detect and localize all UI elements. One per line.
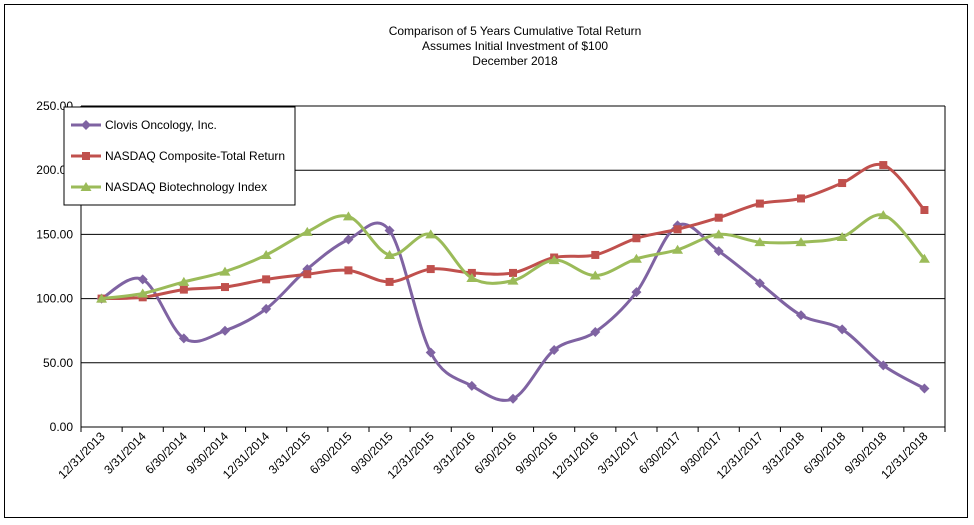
data-point bbox=[508, 393, 518, 404]
x-tick-label: 12/31/2013 bbox=[55, 429, 108, 482]
data-point bbox=[137, 288, 149, 298]
data-point bbox=[466, 380, 477, 391]
data-point bbox=[672, 244, 684, 254]
y-tick-label: 150.00 bbox=[36, 227, 73, 241]
data-point bbox=[344, 266, 353, 275]
x-tick-label: 6/30/2014 bbox=[142, 429, 190, 477]
data-point bbox=[713, 229, 725, 239]
data-point bbox=[878, 360, 889, 371]
data-point bbox=[262, 275, 271, 284]
data-point bbox=[673, 225, 682, 234]
chart-title-line-1: Comparison of 5 Years Cumulative Total R… bbox=[389, 24, 642, 38]
x-tick-label: 3/31/2015 bbox=[266, 429, 314, 477]
x-tick-label: 3/31/2018 bbox=[759, 429, 807, 477]
chart-title-line-2: Assumes Initial Investment of $100 bbox=[422, 39, 608, 53]
data-point bbox=[260, 249, 272, 259]
data-point bbox=[384, 225, 395, 236]
data-point bbox=[589, 270, 601, 280]
legend-entry-1: Clovis Oncology, Inc. bbox=[71, 118, 217, 132]
data-point bbox=[301, 226, 313, 236]
data-point bbox=[919, 383, 930, 394]
legend-marker bbox=[82, 152, 90, 160]
x-tick-label: 3/31/2017 bbox=[595, 429, 643, 477]
data-point bbox=[630, 253, 642, 263]
data-point bbox=[342, 211, 354, 221]
data-point bbox=[425, 229, 437, 239]
data-point bbox=[178, 276, 190, 286]
data-point bbox=[507, 275, 519, 285]
legend-marker bbox=[80, 182, 92, 191]
data-point bbox=[796, 310, 806, 321]
series-2 bbox=[97, 161, 929, 303]
data-point bbox=[221, 283, 229, 292]
data-point bbox=[137, 274, 148, 285]
y-tick-label: 0.00 bbox=[50, 420, 74, 434]
data-point bbox=[467, 268, 476, 277]
data-point bbox=[920, 206, 929, 215]
legend: Clovis Oncology, Inc. NASDAQ Composite-To… bbox=[63, 106, 296, 206]
data-point bbox=[714, 213, 723, 222]
data-point bbox=[631, 287, 642, 298]
data-point bbox=[178, 333, 189, 344]
x-tick-label: 3/31/2016 bbox=[430, 429, 478, 477]
chart-canvas: Comparison of 5 Years Cumulative Total R… bbox=[36, 24, 946, 482]
y-tick-label: 100.00 bbox=[36, 292, 73, 306]
data-point bbox=[385, 277, 394, 286]
data-point bbox=[754, 278, 765, 289]
data-point bbox=[918, 253, 930, 263]
x-tick-label: 6/30/2018 bbox=[801, 429, 849, 477]
legend-label: NASDAQ Composite-Total Return bbox=[105, 149, 285, 163]
x-tick-label: 3/31/2014 bbox=[101, 429, 149, 477]
data-point bbox=[219, 266, 231, 276]
data-point bbox=[713, 246, 724, 257]
data-point bbox=[591, 250, 600, 259]
data-point bbox=[755, 199, 764, 208]
x-tick-label: 6/30/2015 bbox=[307, 429, 355, 477]
data-point bbox=[838, 179, 847, 188]
legend-entry-3: NASDAQ Biotechnology Index bbox=[71, 180, 267, 194]
data-point bbox=[303, 270, 312, 279]
data-point bbox=[837, 324, 848, 335]
data-point bbox=[466, 273, 478, 283]
data-point bbox=[343, 234, 354, 245]
data-point bbox=[797, 194, 805, 203]
data-point bbox=[795, 237, 807, 247]
data-point bbox=[179, 285, 188, 294]
legend-label: NASDAQ Biotechnology Index bbox=[105, 180, 267, 194]
data-point bbox=[549, 344, 560, 355]
data-point bbox=[590, 326, 601, 337]
legend-box bbox=[63, 106, 296, 206]
data-point bbox=[96, 293, 108, 303]
data-point bbox=[632, 234, 641, 243]
chart-title-line-3: December 2018 bbox=[472, 54, 558, 68]
data-point bbox=[836, 231, 848, 241]
data-point bbox=[261, 303, 272, 314]
chart-title: Comparison of 5 Years Cumulative Total R… bbox=[389, 24, 642, 68]
series-3 bbox=[96, 210, 930, 303]
legend-label: Clovis Oncology, Inc. bbox=[105, 118, 217, 132]
y-tick-label: 50.00 bbox=[43, 356, 73, 370]
data-point bbox=[879, 161, 888, 170]
series-1 bbox=[96, 220, 930, 404]
legend-marker bbox=[81, 120, 91, 130]
data-point bbox=[509, 268, 517, 277]
x-tick-label: 6/30/2017 bbox=[636, 429, 684, 477]
data-point bbox=[426, 265, 435, 274]
data-point bbox=[548, 255, 560, 265]
data-point bbox=[754, 237, 766, 247]
data-point bbox=[220, 325, 230, 336]
data-point bbox=[384, 249, 396, 259]
data-point bbox=[877, 210, 889, 220]
data-point bbox=[425, 347, 436, 358]
legend-entry-2: NASDAQ Composite-Total Return bbox=[71, 149, 285, 163]
x-tick-label: 6/30/2016 bbox=[471, 429, 519, 477]
chart-frame: Comparison of 5 Years Cumulative Total R… bbox=[4, 4, 968, 518]
